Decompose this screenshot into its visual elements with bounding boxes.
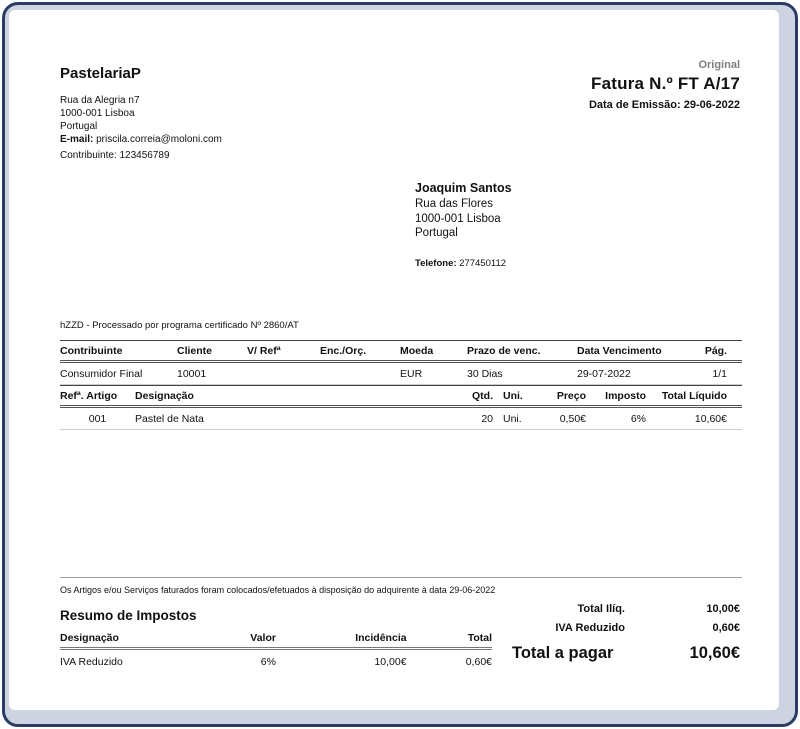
company-address-line: 1000-001 Lisboa xyxy=(60,108,135,119)
copy-type-label: Original xyxy=(698,59,740,71)
info-cell-pag: 1/1 xyxy=(712,368,727,380)
tax-header-total: Total xyxy=(467,632,492,644)
info-header-contribuinte: Contribuinte xyxy=(60,345,123,357)
company-address-line: Portugal xyxy=(60,121,98,132)
item-qtd: 20 xyxy=(481,413,493,425)
items-header-uni: Uni. xyxy=(503,390,523,402)
certification-line: hZZD - Processado por programa certifica… xyxy=(60,320,299,331)
grand-total-label: Total a pagar xyxy=(512,644,614,662)
info-header-prazo: Prazo de venc. xyxy=(467,345,541,357)
totals-net-value: 10,00€ xyxy=(706,603,740,615)
document-header: Original Fatura N.º FT A/17 Data de Emis… xyxy=(589,59,740,111)
tax-summary-title: Resumo de Impostos xyxy=(60,608,197,623)
item-row: 001 Pastel de Nata 20 Uni. 0,50€ 6% 10,6… xyxy=(60,407,742,430)
items-table-header-row: Refª. Artigo Designação Qtd. Uni. Preço … xyxy=(60,385,742,407)
customer-phone-line: Telefone: 277450112 xyxy=(415,258,512,269)
company-email-line: E-mail: priscila.correia@moloni.com xyxy=(60,133,222,146)
company-name: PastelariaP xyxy=(60,65,141,82)
info-header-enc: Enc./Orç. xyxy=(320,345,367,357)
issue-date-label: Data de Emissão: xyxy=(588,99,681,111)
email-value: priscila.correia@moloni.com xyxy=(96,134,222,145)
customer-block: Joaquim Santos Rua das Flores 1000-001 L… xyxy=(415,181,512,269)
item-total: 10,60€ xyxy=(694,413,727,425)
customer-address-line: Portugal xyxy=(415,227,458,239)
customer-address-line: 1000-001 Lisboa xyxy=(415,212,501,225)
items-header-ref: Refª. Artigo xyxy=(60,390,118,402)
invoice-page: PastelariaP Rua da Alegria n7 1000-001 L… xyxy=(9,10,779,710)
items-header-preco: Preço xyxy=(556,390,586,402)
tax-incidencia: 10,00€ xyxy=(374,656,407,668)
tax-valor: 6% xyxy=(260,656,276,668)
vat-label: Contribuinte: xyxy=(60,150,117,161)
info-cell-enc xyxy=(320,362,400,385)
totals-row-vat: IVA Reduzido 0,60€ xyxy=(510,622,740,634)
disclaimer-text: Os Artigos e/ou Serviços faturados foram… xyxy=(60,585,496,595)
invoice-items-table: Refª. Artigo Designação Qtd. Uni. Preço … xyxy=(60,385,742,430)
totals-net-label: Total Ilíq. xyxy=(577,603,625,615)
info-table-header-row: Contribuinte Cliente V/ Refª Enc./Orç. M… xyxy=(60,340,742,362)
customer-name: Joaquim Santos xyxy=(415,181,512,195)
issue-date-value: 29-06-2022 xyxy=(683,99,740,111)
info-cell-vencimento: 29-07-2022 xyxy=(577,368,631,380)
email-label: E-mail: xyxy=(60,134,94,145)
totals-vat-label: IVA Reduzido xyxy=(555,622,625,634)
info-header-pag: Pág. xyxy=(704,345,727,357)
grand-total-value: 10,60€ xyxy=(689,644,740,662)
issue-date-line: Data de Emissão: 29-06-2022 xyxy=(589,99,740,111)
info-cell-cliente: 10001 xyxy=(177,368,207,380)
info-header-cliente: Cliente xyxy=(177,345,213,357)
tax-summary-table: Designação Valor Incidência Total IVA Re… xyxy=(60,629,492,671)
company-vat-line: Contribuinte: 123456789 xyxy=(60,150,170,161)
footer-separator xyxy=(60,577,742,578)
items-header-total: Total Líquido xyxy=(661,390,727,402)
info-cell-vref xyxy=(247,362,320,385)
tax-table-header-row: Designação Valor Incidência Total xyxy=(60,629,492,649)
customer-address-line: Rua das Flores xyxy=(415,198,493,210)
totals-row-net: Total Ilíq. 10,00€ xyxy=(510,603,740,615)
tax-total: 0,60€ xyxy=(465,656,492,668)
info-cell-moeda: EUR xyxy=(400,368,423,380)
company-address: Rua da Alegria n7 1000-001 Lisboa Portug… xyxy=(60,94,222,146)
item-imposto: 6% xyxy=(630,413,646,425)
item-preco: 0,50€ xyxy=(559,413,586,425)
info-header-vref: V/ Refª xyxy=(247,345,281,357)
item-ref: 001 xyxy=(88,413,107,425)
phone-label: Telefone: xyxy=(415,257,457,269)
info-cell-prazo: 30 Dias xyxy=(467,368,503,380)
tax-designacao: IVA Reduzido xyxy=(60,656,123,668)
tax-header-valor: Valor xyxy=(250,632,276,644)
items-header-qtd: Qtd. xyxy=(472,390,493,402)
info-table-row: Consumidor Final 10001 EUR 30 Dias 29-07… xyxy=(60,362,742,385)
items-header-imposto: Imposto xyxy=(605,390,646,402)
info-cell-contribuinte: Consumidor Final xyxy=(60,368,143,380)
tax-row: IVA Reduzido 6% 10,00€ 0,60€ xyxy=(60,649,492,672)
tax-header-designacao: Designação xyxy=(60,632,119,644)
phone-value: 277450112 xyxy=(459,257,507,269)
invoice-info-table: Contribuinte Cliente V/ Refª Enc./Orç. M… xyxy=(60,340,742,385)
info-header-moeda: Moeda xyxy=(400,345,434,357)
item-designacao: Pastel de Nata xyxy=(135,413,204,425)
item-uni: Uni. xyxy=(503,413,522,425)
info-header-vencimento: Data Vencimento xyxy=(577,345,662,357)
totals-vat-value: 0,60€ xyxy=(712,622,740,634)
totals-block: Total Ilíq. 10,00€ IVA Reduzido 0,60€ To… xyxy=(510,603,740,663)
tax-header-incidencia: Incidência xyxy=(355,632,407,644)
totals-row-grand: Total a pagar 10,60€ xyxy=(510,644,740,663)
items-header-designacao: Designação xyxy=(135,390,194,402)
vat-value: 123456789 xyxy=(119,150,170,161)
company-address-line: Rua da Alegria n7 xyxy=(60,95,140,106)
invoice-title: Fatura N.º FT A/17 xyxy=(591,74,740,93)
